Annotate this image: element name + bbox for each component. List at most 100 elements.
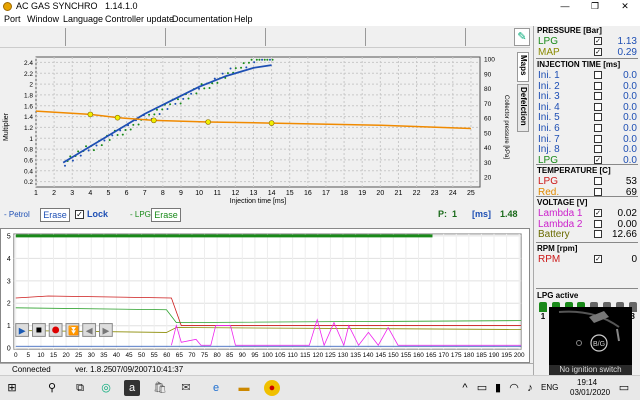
osc-x-tick-label: 140 [363, 352, 374, 359]
injection-row-checkbox[interactable] [594, 134, 602, 143]
lock-checkbox[interactable]: ✓ [75, 210, 84, 219]
injection-row-checkbox[interactable] [594, 124, 602, 132]
erase-lpg-button[interactable]: Erase [151, 208, 181, 222]
map-scatter-point [79, 154, 82, 157]
injection-row-checkbox[interactable] [594, 102, 602, 111]
notifications-icon[interactable]: ▭ [618, 382, 630, 394]
temperature-row-checkbox[interactable] [594, 177, 602, 185]
minimize-icon[interactable]: — [560, 1, 570, 11]
wifi-icon[interactable]: ◠ [509, 382, 519, 394]
pressure-title: PRESSURE [Bar] [537, 26, 602, 35]
pressure-row-label: LPG [538, 36, 559, 47]
restore-icon[interactable]: ❐ [590, 1, 600, 11]
map-x-tick-label: 11 [214, 190, 221, 197]
edit-icon[interactable]: ✎ [514, 28, 530, 46]
folder-icon[interactable]: ▬ [238, 382, 250, 394]
osc-x-tick-label: 185 [476, 352, 487, 359]
map-x-tick-label: 24 [449, 190, 457, 197]
menu-bar: Port Window Language Controller update D… [0, 13, 640, 26]
osc-y-tick-label: 3 [7, 278, 11, 285]
forward-button[interactable] [98, 323, 113, 337]
pressure-row-checkbox[interactable]: ✓ [594, 37, 602, 45]
osc-x-tick-label: 155 [401, 352, 412, 359]
injection-row: Ini. 3 0.0 [537, 91, 639, 102]
osc-x-tick-label: 20 [63, 352, 71, 359]
menu-port[interactable]: Port [4, 14, 21, 24]
temperature-row-checkbox[interactable] [594, 187, 602, 196]
map-scatter-point [176, 98, 179, 101]
tab-defelction[interactable]: Defelction [517, 84, 529, 132]
menu-help[interactable]: Help [234, 14, 253, 24]
injection-row: Ini. 6 0.0 [537, 123, 639, 134]
lock-label: Lock [87, 209, 109, 219]
map-x-tick-label: 21 [395, 190, 403, 197]
osc-x-tick-label: 200 [514, 352, 525, 359]
scroll-down-button[interactable] [65, 323, 80, 337]
ac-gas-app-icon[interactable]: ● [264, 380, 280, 396]
injection-row-checkbox[interactable] [594, 71, 602, 79]
injection-row-checkbox[interactable] [594, 81, 602, 90]
map-x-tick-label: 15 [286, 190, 294, 197]
osc-x-tick-label: 120 [312, 352, 323, 359]
injection-row-value: 0.0 [623, 101, 637, 113]
close-icon[interactable]: ✕ [621, 1, 629, 11]
injection-row: Ini. 5 0.0 [537, 112, 639, 123]
injection-row-label: LPG [538, 154, 559, 166]
map-scatter-point [129, 128, 132, 131]
firmware-time: 10:41:37 [152, 365, 184, 374]
task-view-icon[interactable]: ⧉ [76, 382, 84, 394]
injection-row-checkbox[interactable]: ✓ [594, 155, 602, 164]
injection-row-checkbox[interactable] [594, 145, 602, 154]
osc-x-tick-label: 145 [375, 352, 386, 359]
clock-time[interactable]: 19:14 [577, 378, 598, 387]
voltage-row-checkbox[interactable]: ✓ [594, 209, 602, 217]
search-icon[interactable]: ⚲ [47, 382, 57, 394]
voltage-row-checkbox[interactable] [594, 230, 602, 239]
map-scatter-point [211, 82, 214, 85]
car-image: B/G [549, 307, 632, 367]
map-x-tick-label: 12 [231, 190, 239, 197]
separator [465, 28, 466, 46]
map-y-tick-label: 1.2 [24, 125, 33, 132]
map-scatter-point [169, 103, 172, 106]
map-chart[interactable]: 1 2 3 4 5 6 7 8 9 10 11 12 13 14 15 16 17 18 19 20 21 22 23 24 2… [0, 52, 515, 207]
language-indicator[interactable]: ENG [541, 383, 559, 392]
store-icon[interactable]: 🛍 [153, 382, 167, 394]
windows-start-icon[interactable]: ⊞ [7, 382, 17, 394]
voltage-row-checkbox[interactable] [594, 219, 602, 228]
pressure-row-checkbox[interactable]: ✓ [594, 47, 602, 56]
menu-documentation[interactable]: Documentation [172, 14, 233, 24]
tray-expand-icon[interactable]: ^ [462, 382, 468, 394]
network-icon[interactable]: ▭ [476, 382, 488, 394]
rpm-row-checkbox[interactable]: ✓ [594, 255, 602, 263]
menu-controller-update[interactable]: Controller update [105, 14, 175, 24]
injection-row-checkbox[interactable] [594, 113, 602, 122]
clock-date[interactable]: 03/01/2020 [570, 388, 611, 397]
tripadvisor-icon[interactable]: ◎ [101, 382, 111, 394]
edge-icon[interactable]: e [212, 382, 220, 394]
mail-icon[interactable]: ✉ [181, 382, 191, 394]
menu-window[interactable]: Window [27, 14, 60, 24]
rpm-row: RPM ✓ 0 [537, 254, 639, 265]
injection-row-checkbox[interactable] [594, 92, 602, 101]
injection-row: Inj. 8 0.0 [537, 144, 639, 155]
battery-icon[interactable]: ▮ [494, 382, 502, 394]
amazon-icon[interactable]: a [124, 380, 140, 396]
menu-language[interactable]: Language [63, 14, 104, 24]
map-scatter-point [87, 149, 90, 152]
back-button[interactable] [82, 323, 97, 337]
osc-x-tick-label: 150 [388, 352, 399, 359]
erase-petrol-button[interactable]: Erase [40, 208, 70, 222]
volume-icon[interactable]: ♪ [527, 382, 533, 394]
osc-grid [13, 233, 522, 350]
map-x-tick-label: 6 [125, 190, 129, 197]
map-scatter-point [190, 92, 193, 95]
switch-knob[interactable] [590, 334, 608, 352]
map-x-tick-label: 10 [195, 190, 203, 197]
play-button[interactable] [15, 323, 30, 337]
map-scatter-point [92, 149, 95, 152]
tab-maps[interactable]: Maps [517, 52, 529, 82]
separator [65, 28, 66, 46]
map-y-tick-label: 2.2 [24, 71, 33, 78]
